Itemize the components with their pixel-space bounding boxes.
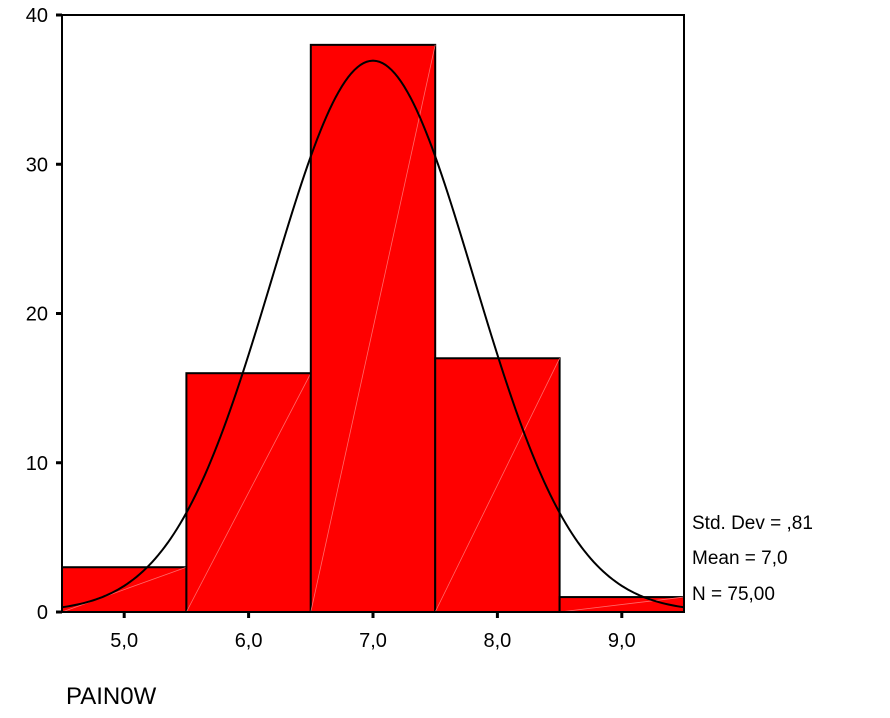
y-axis: 0 10 20 30 40 (26, 5, 62, 624)
stat-std-dev: Std. Dev = ,81 (692, 513, 813, 534)
x-tick-label: 9,0 (608, 630, 636, 652)
x-tick-label: 8,0 (483, 630, 511, 652)
y-tick-label: 30 (26, 154, 48, 176)
y-tick-label: 40 (26, 5, 48, 27)
y-tick-label: 10 (26, 453, 48, 475)
x-axis-title: PAIN0W (66, 683, 157, 710)
x-axis: 5,0 6,0 7,0 8,0 9,0 (110, 612, 635, 652)
y-tick-label: 20 (26, 304, 48, 326)
bars-group (62, 45, 684, 612)
stat-n: N = 75,00 (692, 584, 775, 605)
y-tick-label: 0 (37, 602, 48, 624)
stat-mean: Mean = 7,0 (692, 548, 788, 569)
x-tick-label: 5,0 (110, 630, 138, 652)
x-tick-label: 6,0 (235, 630, 263, 652)
x-tick-label: 7,0 (359, 630, 387, 652)
